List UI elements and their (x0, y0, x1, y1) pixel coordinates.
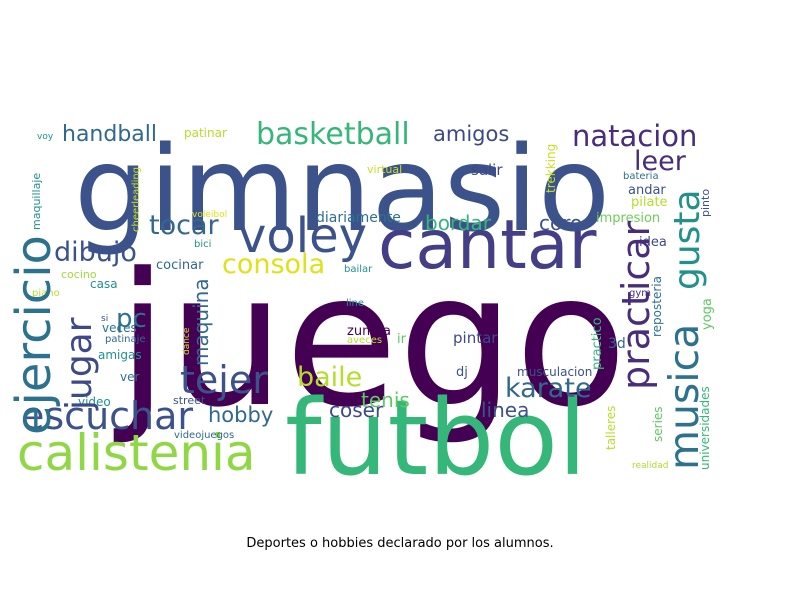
word-video: video (78, 395, 111, 409)
word-escuchar: escuchar (21, 394, 194, 438)
word-gym: gym (629, 288, 652, 299)
word-virtual: virtual (367, 163, 403, 176)
word-gimnasio: gimnasio (74, 120, 611, 258)
word-bailar: bailar (344, 264, 373, 275)
word-tocar: tocar (149, 210, 219, 241)
word-street: street (173, 394, 206, 407)
word-universidades: universidades (698, 386, 712, 470)
word-maquina: maquina (189, 278, 213, 366)
word-cocino: cocino (61, 268, 97, 281)
word-cantar: cantar (378, 206, 597, 285)
word-piano: piano (32, 288, 60, 299)
word-cheerleading: cheerleading (131, 166, 142, 232)
word-baile: baile (297, 362, 363, 393)
word-diariamente: diariamente (316, 210, 401, 226)
word-amigas: amigas (98, 348, 142, 362)
word-dibujo: dibujo (54, 237, 137, 268)
word-karate: karate (505, 373, 592, 404)
word-veces: veces (102, 321, 137, 335)
word-salir: salir (471, 161, 503, 179)
word-trekking: trekking (544, 143, 558, 193)
word-cocinar: cocinar (156, 258, 204, 273)
word-pinto: pinto (699, 188, 712, 217)
word-dance: dance (182, 327, 192, 355)
word-pintar: pintar (453, 329, 498, 347)
word-casa: casa (90, 277, 118, 291)
word-andar: andar (628, 183, 666, 198)
word-calistenia: calistenia (17, 424, 256, 482)
figure-caption: Deportes o hobbies declarado por los alu… (246, 536, 554, 551)
word-realidad: realidad (632, 461, 669, 471)
word-consola: consola (222, 249, 326, 280)
word-videojuegos: videojuegos (174, 430, 235, 441)
word-patinaje: patinaje (105, 334, 146, 345)
word-ir: ir (397, 332, 406, 347)
word-patinar: patinar (184, 126, 227, 140)
word-handball: handball (62, 122, 158, 147)
word-jugar: jugar (59, 317, 100, 410)
word-voleibol: voleibol (192, 210, 228, 220)
word-ver: ver (120, 370, 140, 384)
word-ejercicio: ejercicio (6, 235, 62, 435)
word-bici: bici (194, 239, 212, 250)
word-futbol: futbol (285, 377, 587, 499)
word-3d: 3d (608, 336, 626, 352)
word-line: line (346, 298, 365, 309)
word-si: si (101, 314, 109, 324)
word-linea: linea (481, 398, 530, 422)
word-coro: coro (539, 211, 583, 235)
word-hobby: hobby (208, 403, 274, 427)
word-amigos: amigos (433, 122, 510, 146)
word-tenis: tenis (361, 388, 410, 412)
word-practico: practico (590, 317, 605, 370)
word-dj: dj (456, 365, 468, 380)
word-pc: pc (116, 304, 147, 334)
word-zumba: zumba (347, 324, 391, 339)
word-maquillaje: maquillaje (30, 172, 43, 230)
word-pilate: pilate (631, 195, 668, 210)
word-natacion: natacion (572, 119, 698, 153)
word-musculacion: musculacion (517, 365, 593, 379)
word-talleres: talleres (604, 405, 618, 450)
word-aveces: aveces (347, 335, 383, 346)
word-series: series (651, 406, 665, 442)
word-tejer: tejer (180, 358, 268, 402)
word-bateria: bateria (623, 171, 659, 182)
word-voley: voley (238, 208, 368, 264)
word-idea: idea (639, 235, 667, 250)
word-impresion: impresion (596, 211, 661, 226)
word-basketball: basketball (256, 117, 410, 152)
word-bordar: bordar (425, 211, 491, 235)
word-coser: coser (329, 398, 384, 422)
word-leer: leer (634, 146, 686, 177)
word-reposteria: reposteria (650, 276, 664, 337)
word-yoga: yoga (700, 298, 715, 330)
word-voy: voy (37, 132, 54, 142)
word-juego: juego (117, 234, 628, 448)
